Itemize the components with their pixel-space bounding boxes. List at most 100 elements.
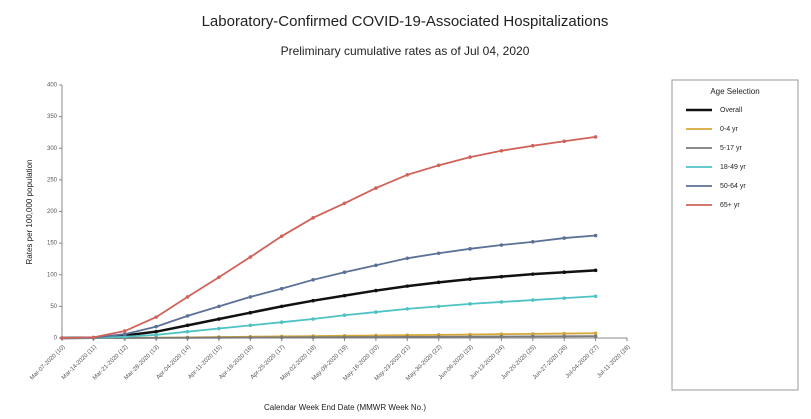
data-point: [279, 335, 284, 340]
data-point: [60, 336, 64, 340]
y-tick-label: 150: [47, 241, 58, 247]
data-point: [311, 335, 315, 340]
data-point: [185, 336, 190, 340]
data-point: [217, 304, 221, 309]
data-point: [468, 302, 472, 306]
data-point: [499, 334, 504, 339]
data-point: [499, 274, 504, 279]
data-point: [248, 323, 253, 328]
data-point: [311, 278, 315, 282]
x-tick-label: Jul-04-2020 (27): [565, 344, 600, 379]
x-tick-label: Apr-25-2020 (17): [250, 344, 287, 381]
data-point: [436, 334, 441, 339]
data-point: [342, 335, 347, 339]
legend-label: 50-64 yr: [720, 183, 746, 190]
data-point: [531, 298, 535, 302]
data-point: [217, 326, 221, 331]
data-point: [374, 335, 378, 339]
legend-label: 65+ yr: [720, 202, 740, 209]
y-tick-label: 200: [47, 209, 58, 215]
data-point: [405, 284, 410, 288]
legend-title: Age Selection: [710, 87, 759, 96]
data-point: [405, 256, 410, 261]
data-point: [279, 304, 284, 309]
x-tick-label: Apr-18-2020 (16): [218, 344, 255, 381]
data-point: [374, 263, 378, 268]
data-point: [593, 233, 598, 238]
data-point: [154, 329, 158, 334]
data-point: [311, 216, 315, 220]
data-point: [154, 324, 158, 329]
data-point: [217, 335, 221, 340]
data-point: [468, 277, 472, 281]
data-point: [468, 155, 472, 159]
data-point: [248, 295, 253, 299]
data-point: [154, 336, 158, 340]
x-tick-label: Jul-11-2020 (28): [596, 344, 631, 379]
data-point: [154, 315, 158, 319]
data-point: [562, 296, 567, 300]
data-point: [185, 295, 190, 299]
y-tick-label: 400: [47, 83, 58, 89]
chart-subtitle: Preliminary cumulative rates as of Jul 0…: [281, 44, 530, 58]
data-point: [531, 143, 535, 148]
data-point: [468, 334, 472, 339]
x-tick-label: Jun-27-2020 (26): [532, 344, 569, 381]
data-point: [531, 240, 535, 244]
x-tick-label: Jun-20-2020 (25): [501, 344, 538, 381]
data-point: [593, 334, 598, 338]
data-point: [499, 148, 504, 153]
y-tick-label: 0: [54, 336, 58, 342]
legend-box: [671, 79, 799, 391]
data-point: [248, 310, 253, 315]
data-point: [279, 320, 284, 324]
data-point: [593, 268, 598, 273]
data-point: [374, 310, 378, 314]
data-point: [593, 331, 598, 336]
data-point: [122, 332, 127, 337]
x-axis-label: Calendar Week End Date (MMWR Week No.): [264, 403, 426, 412]
data-point: [311, 298, 315, 303]
data-point: [248, 335, 253, 340]
data-point: [248, 255, 253, 259]
data-point: [436, 280, 441, 285]
data-point: [531, 334, 535, 339]
data-point: [374, 288, 378, 293]
data-point: [122, 329, 127, 333]
data-point: [311, 317, 315, 321]
series-line: [61, 234, 596, 339]
y-axis-label: Rates per 100,000 population: [25, 160, 34, 265]
series-line: [62, 335, 596, 339]
data-point: [405, 335, 410, 339]
data-point: [279, 234, 284, 238]
data-point: [436, 304, 441, 309]
data-point: [562, 334, 567, 339]
legend-label: 18-49 yr: [720, 164, 746, 171]
legend-label: Overall: [720, 107, 743, 114]
data-point: [436, 163, 441, 168]
x-tick-label: Apr-11-2020 (15): [187, 344, 223, 380]
data-point: [405, 307, 410, 311]
data-point: [342, 313, 347, 318]
legend-label: 0-4 yr: [720, 126, 739, 133]
data-point: [499, 300, 504, 304]
data-point: [562, 270, 567, 275]
data-point: [217, 275, 221, 280]
y-tick-label: 350: [47, 114, 58, 120]
data-point: [374, 186, 378, 190]
chart-title: Laboratory-Confirmed COVID-19-Associated…: [202, 13, 609, 30]
data-point: [342, 293, 347, 298]
series-line: [61, 269, 596, 340]
data-point: [405, 173, 410, 177]
data-point: [154, 333, 158, 337]
data-point: [468, 247, 472, 251]
data-point: [279, 286, 284, 291]
data-point: [562, 331, 567, 336]
data-point: [342, 201, 347, 206]
y-tick-label: 300: [47, 146, 58, 152]
data-point: [342, 270, 347, 275]
data-point: [185, 323, 190, 328]
data-point: [499, 243, 504, 247]
data-point: [185, 314, 190, 318]
